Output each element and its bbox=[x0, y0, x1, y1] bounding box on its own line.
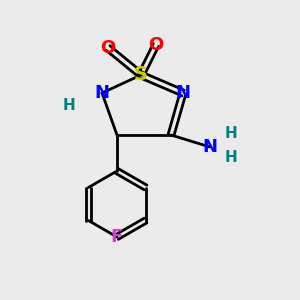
Text: H: H bbox=[225, 150, 237, 165]
Text: H: H bbox=[225, 126, 237, 141]
Text: O: O bbox=[148, 36, 164, 54]
Text: N: N bbox=[176, 84, 190, 102]
Text: O: O bbox=[100, 39, 116, 57]
Text: S: S bbox=[134, 65, 148, 85]
Text: H: H bbox=[63, 98, 75, 112]
Text: N: N bbox=[202, 138, 217, 156]
Text: F: F bbox=[111, 228, 123, 246]
Text: N: N bbox=[94, 84, 110, 102]
